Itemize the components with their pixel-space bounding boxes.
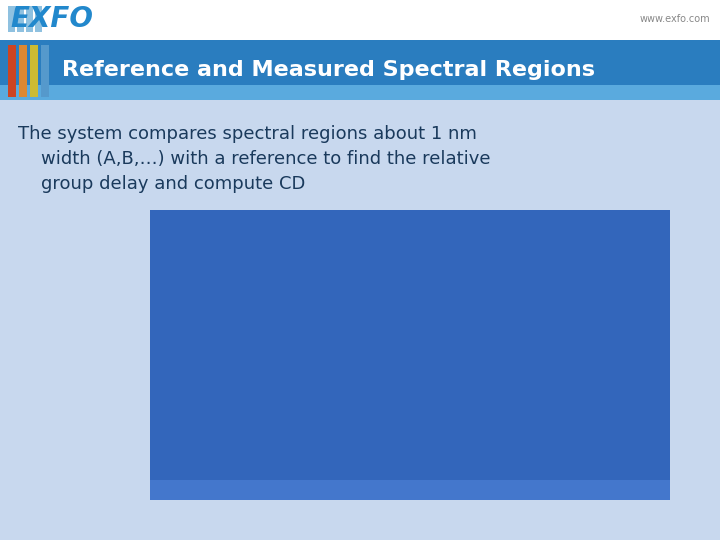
Bar (8, 45, 16, 97)
Bar (150, 210, 670, 500)
Text: group delay and compute CD: group delay and compute CD (18, 175, 305, 193)
Text: Grating Monochromator = 1 nm Pass Band: Grating Monochromator = 1 nm Pass Band (347, 407, 542, 443)
Text: The system compares spectral regions about 1 nm: The system compares spectral regions abo… (18, 125, 477, 143)
Bar (26, 6, 33, 32)
Bar (339, 239, 362, 451)
Text: A: A (297, 264, 305, 274)
Bar (8, 6, 15, 32)
Bar (0, 0, 720, 40)
Text: Scans All C and L Bands: Scans All C and L Bands (369, 383, 481, 392)
Bar (0, 100, 720, 540)
Bar (19, 45, 27, 97)
Text: width (A,B,…) with a reference to find the relative: width (A,B,…) with a reference to find t… (18, 150, 490, 168)
Bar (41, 45, 49, 97)
Bar (0, 40, 720, 100)
Bar (150, 480, 670, 500)
Bar (35, 6, 42, 32)
Text: B: B (346, 264, 355, 274)
Text: EXFO: EXFO (10, 5, 93, 33)
X-axis label: nm: nm (418, 471, 436, 482)
Title: C Band Source Spectral Distribution: C Band Source Spectral Distribution (339, 227, 515, 237)
Y-axis label: dBm: dBm (153, 333, 163, 357)
Text: Reference Filter 1562.25 nm: Reference Filter 1562.25 nm (414, 307, 603, 340)
Text: www.exfo.com: www.exfo.com (639, 14, 710, 24)
Bar (17, 6, 24, 32)
Bar (291, 239, 310, 451)
Text: Reference and Measured Spectral Regions: Reference and Measured Spectral Regions (62, 60, 595, 80)
Bar (30, 45, 38, 97)
Bar (0, 85, 720, 100)
